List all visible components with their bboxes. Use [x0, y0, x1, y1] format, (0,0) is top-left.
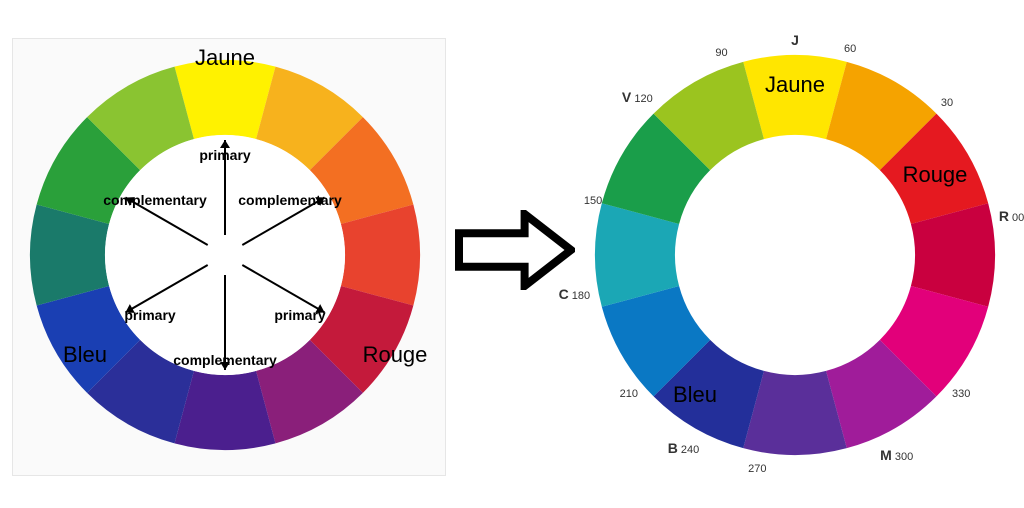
- tick-label: J: [791, 32, 799, 48]
- tick-label: 150: [584, 195, 602, 207]
- center-annotation: complementary: [173, 352, 276, 368]
- tick-label: B 240: [668, 440, 700, 456]
- tick-letter: C: [559, 286, 569, 302]
- color-wheel-right: [590, 50, 1000, 460]
- wheel-left-label: Bleu: [63, 342, 107, 368]
- tick-number: 000: [1012, 212, 1024, 224]
- tick-number: 210: [620, 388, 638, 400]
- wheel-right-label: Jaune: [765, 72, 825, 98]
- tick-number: 60: [844, 43, 856, 55]
- center-annotation: complementary: [103, 192, 206, 208]
- tick-letter: R: [999, 208, 1009, 224]
- tick-label: V 120: [622, 89, 653, 105]
- tick-label: 60: [844, 43, 856, 55]
- tick-label: 210: [620, 388, 638, 400]
- arrow-right-icon: [455, 210, 575, 290]
- wheel-right-label: Bleu: [673, 382, 717, 408]
- tick-label: R 000: [999, 208, 1024, 224]
- wheel-left-label: Rouge: [363, 342, 428, 368]
- tick-label: C 180: [559, 286, 591, 302]
- tick-number: 120: [634, 93, 652, 105]
- tick-number: 90: [715, 47, 727, 59]
- tick-label: 90: [715, 47, 727, 59]
- tick-number: 240: [681, 444, 699, 456]
- tick-number: 180: [572, 290, 590, 302]
- tick-letter: B: [668, 440, 678, 456]
- center-annotation: primary: [124, 307, 175, 323]
- wheel-left-label: Jaune: [195, 45, 255, 71]
- tick-number: 30: [941, 97, 953, 109]
- tick-number: 300: [895, 451, 913, 463]
- tick-label: 330: [952, 388, 970, 400]
- tick-letter: V: [622, 89, 631, 105]
- arrow-svg: [455, 210, 575, 290]
- transition-arrow: [459, 214, 571, 286]
- tick-letter: M: [880, 447, 892, 463]
- center-annotation: primary: [199, 147, 250, 163]
- tick-label: 30: [941, 97, 953, 109]
- center-annotation: primary: [274, 307, 325, 323]
- tick-number: 330: [952, 388, 970, 400]
- tick-label: 270: [748, 463, 766, 475]
- tick-letter: J: [791, 32, 799, 48]
- color-wheel-right-svg: [590, 50, 1000, 460]
- color-wheel-left: [25, 55, 425, 455]
- tick-label: M 300: [880, 447, 913, 463]
- color-wheel-left-svg: [25, 55, 425, 455]
- tick-number: 270: [748, 463, 766, 475]
- center-annotation: complementary: [238, 192, 341, 208]
- wheel-right-label: Rouge: [903, 162, 968, 188]
- tick-number: 150: [584, 195, 602, 207]
